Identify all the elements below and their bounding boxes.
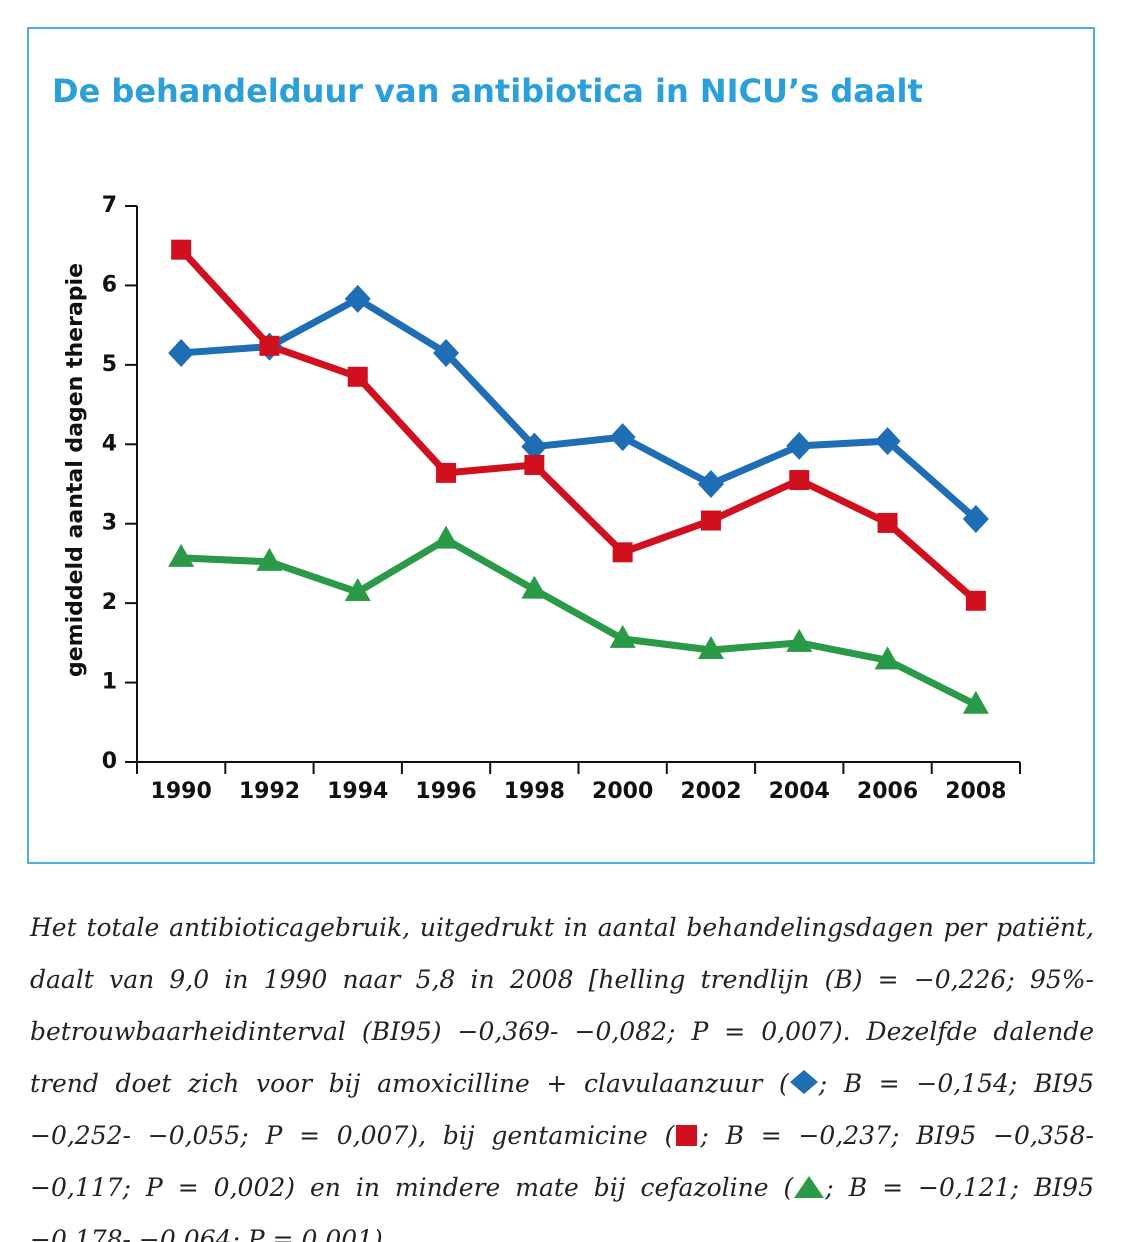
diamond-marker bbox=[168, 338, 195, 367]
x-tick-label: 1998 bbox=[504, 779, 565, 804]
y-tick-label: 2 bbox=[102, 590, 117, 615]
chart-title: De behandelduur van antibiotica in NICU’… bbox=[52, 72, 923, 110]
y-axis-label: gemiddeld aantal dagen therapie bbox=[63, 263, 88, 677]
x-tick-label: 1992 bbox=[239, 779, 300, 804]
diamond-marker bbox=[609, 423, 636, 452]
x-tick-label: 2002 bbox=[680, 779, 741, 804]
triangle-marker bbox=[874, 646, 901, 670]
triangle-marker bbox=[962, 690, 989, 714]
square-marker bbox=[436, 462, 457, 483]
caption-text: ; B = −0,154; BI95 −0,252- −0,055; P = 0… bbox=[30, 1069, 1094, 1150]
diamond-marker bbox=[962, 504, 989, 533]
x-tick-label: 1994 bbox=[327, 779, 388, 804]
triangle-icon bbox=[794, 1176, 825, 1198]
caption-text: Het totale antibioticagebruik, uitgedruk… bbox=[30, 913, 1094, 1098]
x-tick-label: 2004 bbox=[769, 779, 830, 804]
square-marker bbox=[965, 590, 986, 611]
y-tick-label: 5 bbox=[102, 352, 117, 377]
y-tick-label: 7 bbox=[102, 193, 117, 218]
diamond-marker bbox=[521, 432, 548, 461]
square-marker bbox=[612, 542, 633, 563]
caption: Het totale antibioticagebruik, uitgedruk… bbox=[30, 902, 1094, 1242]
diamond-marker bbox=[344, 284, 371, 313]
triangle-marker bbox=[344, 578, 371, 602]
y-tick-label: 4 bbox=[102, 431, 117, 456]
square-marker bbox=[700, 510, 721, 531]
triangle-marker bbox=[168, 543, 195, 567]
diamond-marker bbox=[697, 470, 724, 498]
square-icon bbox=[676, 1125, 698, 1146]
triangle-marker bbox=[521, 575, 548, 599]
caption-text: ; B = −0,237; BI95 −0,358- −0,117; P = 0… bbox=[30, 1121, 1094, 1202]
x-tick-label: 1990 bbox=[151, 779, 212, 804]
square-marker bbox=[171, 239, 192, 260]
y-tick-label: 6 bbox=[102, 272, 117, 297]
frame bbox=[27, 27, 1095, 864]
x-tick-label: 2008 bbox=[945, 779, 1006, 804]
triangle-marker bbox=[697, 636, 724, 660]
y-tick-label: 3 bbox=[102, 511, 117, 536]
triangle-marker bbox=[609, 624, 636, 648]
x-tick-label: 1996 bbox=[415, 779, 476, 804]
triangle-marker bbox=[786, 628, 813, 652]
diamond-marker bbox=[874, 427, 901, 456]
square-marker bbox=[259, 335, 280, 356]
square-marker bbox=[524, 454, 545, 475]
square-marker bbox=[347, 366, 368, 387]
square-marker bbox=[877, 512, 898, 533]
triangle-marker bbox=[433, 525, 460, 549]
diamond-icon bbox=[789, 1070, 818, 1094]
series-line bbox=[178, 247, 979, 604]
chart: De behandelduur van antibiotica in NICU’… bbox=[27, 27, 1095, 864]
diamond-marker bbox=[786, 431, 813, 460]
diamond-marker bbox=[433, 338, 460, 367]
y-tick-label: 0 bbox=[102, 749, 117, 774]
y-tick-label: 1 bbox=[102, 670, 117, 695]
series-line bbox=[180, 536, 978, 708]
series-line bbox=[180, 295, 979, 522]
triangle-marker bbox=[256, 547, 283, 571]
caption-text: ; B = −0,121; BI95 −0,178- −0,064; P = 0… bbox=[30, 1173, 1094, 1242]
square-marker bbox=[789, 470, 810, 491]
x-tick-label: 2006 bbox=[857, 779, 918, 804]
x-tick-label: 2000 bbox=[592, 779, 653, 804]
